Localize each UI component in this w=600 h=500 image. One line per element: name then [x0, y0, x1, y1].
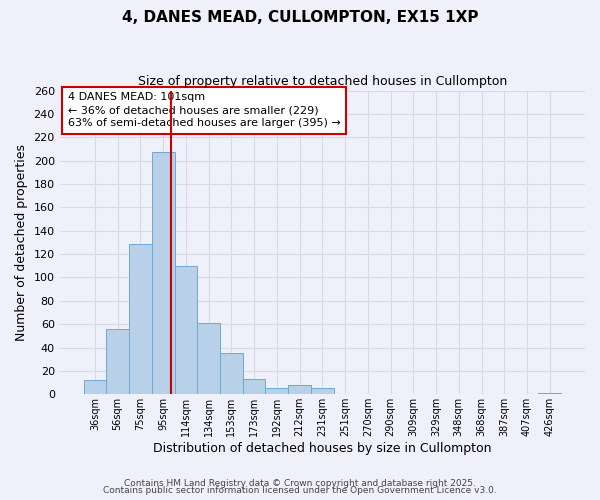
Bar — [152, 152, 175, 394]
Y-axis label: Number of detached properties: Number of detached properties — [15, 144, 28, 341]
Bar — [106, 329, 129, 394]
Bar — [243, 379, 265, 394]
Bar — [197, 323, 220, 394]
Text: Contains public sector information licensed under the Open Government Licence v3: Contains public sector information licen… — [103, 486, 497, 495]
Bar — [538, 393, 561, 394]
Bar — [288, 385, 311, 394]
Bar — [175, 266, 197, 394]
Text: Contains HM Land Registry data © Crown copyright and database right 2025.: Contains HM Land Registry data © Crown c… — [124, 478, 476, 488]
Bar — [311, 388, 334, 394]
Title: Size of property relative to detached houses in Cullompton: Size of property relative to detached ho… — [138, 75, 507, 88]
Bar — [129, 244, 152, 394]
Bar — [265, 388, 288, 394]
Text: 4 DANES MEAD: 101sqm
← 36% of detached houses are smaller (229)
63% of semi-deta: 4 DANES MEAD: 101sqm ← 36% of detached h… — [68, 92, 340, 128]
Bar — [220, 354, 243, 395]
Text: 4, DANES MEAD, CULLOMPTON, EX15 1XP: 4, DANES MEAD, CULLOMPTON, EX15 1XP — [122, 10, 478, 25]
X-axis label: Distribution of detached houses by size in Cullompton: Distribution of detached houses by size … — [153, 442, 491, 455]
Bar — [83, 380, 106, 394]
